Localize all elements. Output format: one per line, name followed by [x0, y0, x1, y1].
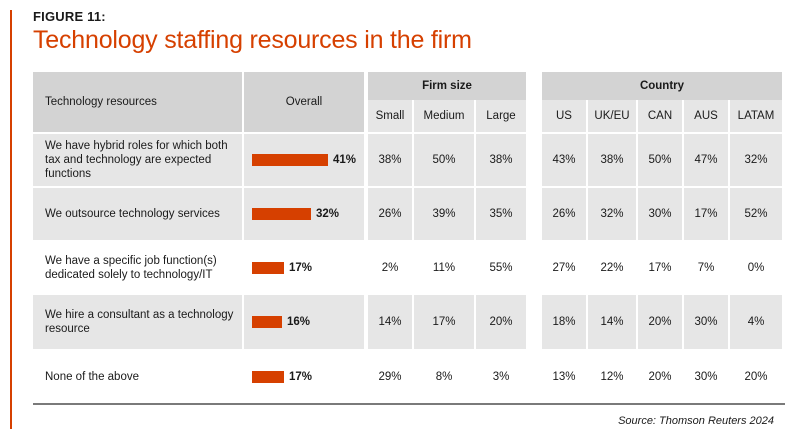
table-cell: 8% [435, 371, 453, 383]
row-label: We hire a consultant as a technology res… [33, 295, 242, 349]
header-col-latam: LATAM [730, 100, 782, 132]
table-cell: 29% [378, 371, 402, 383]
header-col-uk-eu: UK/EU [588, 100, 636, 132]
table-cell: 7% [697, 261, 715, 274]
table-cell: 30% [684, 295, 728, 349]
overall-bar [252, 316, 282, 328]
row-label: We have hybrid roles for which both tax … [33, 134, 242, 186]
overall-cell: 16% [244, 295, 364, 349]
row-label: None of the above [45, 371, 139, 383]
table-cell: 30% [694, 371, 718, 383]
header-technology-resources: Technology resources [33, 72, 242, 132]
table-cell: 43% [542, 134, 586, 186]
header-col-small: Small [368, 100, 412, 132]
table-cell: 47% [684, 134, 728, 186]
table-cell: 32% [730, 134, 782, 186]
table-cell: 12% [600, 371, 624, 383]
table-cell: 20% [648, 371, 672, 383]
table-cell: 18% [542, 295, 586, 349]
overall-bar [252, 261, 284, 274]
table-cell: 38% [476, 134, 526, 186]
overall-value-label: 17% [289, 371, 313, 383]
table-cell: 2% [381, 261, 399, 274]
overall-cell: 32% [244, 188, 364, 240]
header-col-can: CAN [638, 100, 682, 132]
overall-cell: 17% [244, 242, 364, 293]
overall-bar [252, 154, 328, 166]
table-cell: 35% [476, 188, 526, 240]
overall-value-label: 17% [289, 261, 313, 274]
row-label: We have a specific job function(s) dedic… [45, 254, 217, 281]
overall-bar [252, 208, 311, 220]
table-cell: 26% [542, 188, 586, 240]
overall-value-label: 32% [316, 208, 340, 220]
table-cell: 17% [648, 261, 672, 274]
source-note: Source: Thomson Reuters 2024 [618, 415, 774, 427]
overall-bar [252, 371, 284, 383]
figure-title: Technology staffing resources in the fir… [33, 26, 472, 54]
figure-label: FIGURE 11: [33, 9, 106, 24]
row-label: We outsource technology services [33, 188, 242, 240]
table-cell: 38% [588, 134, 636, 186]
header-col-us: US [542, 100, 586, 132]
header-group-country: Country [542, 72, 782, 100]
header-col-aus: AUS [684, 100, 728, 132]
header-col-large: Large [476, 100, 526, 132]
overall-cell: 41% [244, 134, 364, 186]
table-cell: 13% [552, 371, 576, 383]
table-cell: 52% [730, 188, 782, 240]
table-cell: 20% [476, 295, 526, 349]
accent-rule [10, 10, 12, 429]
table-cell: 22% [600, 261, 624, 274]
table-cell: 14% [588, 295, 636, 349]
overall-cell: 17% [244, 351, 364, 403]
header-col-medium: Medium [414, 100, 474, 132]
table-cell: 14% [368, 295, 412, 349]
header-overall: Overall [244, 72, 364, 132]
table-cell: 11% [432, 261, 456, 274]
table-cell: 50% [414, 134, 474, 186]
table-cell: 27% [552, 261, 576, 274]
overall-value-label: 16% [287, 316, 311, 328]
table-bottom-rule [33, 403, 785, 405]
table-cell: 3% [492, 371, 510, 383]
overall-value-label: 41% [333, 154, 357, 166]
table-cell: 50% [638, 134, 682, 186]
table-cell: 55% [489, 261, 513, 274]
table-cell: 39% [414, 188, 474, 240]
table-cell: 0% [747, 261, 765, 274]
table-cell: 17% [684, 188, 728, 240]
table-cell: 20% [744, 371, 768, 383]
table-cell: 4% [730, 295, 782, 349]
table-cell: 17% [414, 295, 474, 349]
header-group-firm-size: Firm size [368, 72, 526, 100]
table-cell: 26% [368, 188, 412, 240]
table-cell: 32% [588, 188, 636, 240]
table-cell: 38% [368, 134, 412, 186]
table-cell: 20% [638, 295, 682, 349]
table-cell: 30% [638, 188, 682, 240]
